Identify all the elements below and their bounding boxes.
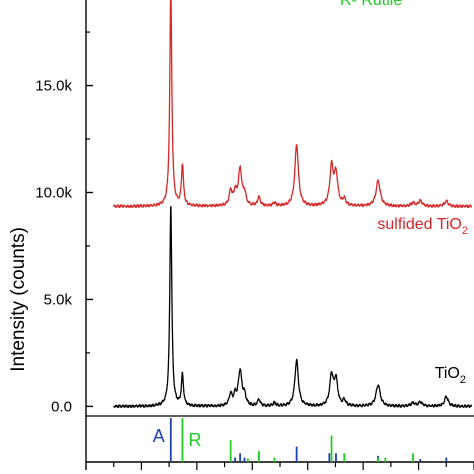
reference-label-r: R bbox=[188, 430, 201, 450]
series-label-tio2: TiO2 bbox=[435, 365, 466, 386]
y-tick-label: 15.0k bbox=[35, 78, 72, 95]
series-label-sulfided-subscript: 2 bbox=[462, 225, 468, 237]
y-tick-label: 5.0k bbox=[44, 291, 73, 308]
axes: 0.0 5.0k 10.0k 15.0k bbox=[35, 0, 474, 470]
rutile-annotation: R- Rutile bbox=[340, 0, 402, 9]
series-lines bbox=[113, 0, 473, 409]
series-line-tio2 bbox=[113, 205, 472, 409]
y-tick-label: 0.0 bbox=[51, 398, 72, 415]
reference-patterns bbox=[169, 418, 448, 462]
series-line-sulfided-tio2 bbox=[113, 0, 473, 209]
series-label-tio2-subscript: 2 bbox=[460, 374, 466, 386]
y-axis-title: Intensity (counts) bbox=[8, 227, 29, 372]
series-label-tio2-text: TiO bbox=[435, 365, 460, 382]
y-tick-label: 10.0k bbox=[35, 185, 72, 202]
series-label-sulfided-text: sulfided TiO bbox=[377, 216, 461, 233]
series-label-sulfided: sulfided TiO2 bbox=[377, 216, 468, 237]
reference-label-a: A bbox=[153, 426, 165, 446]
